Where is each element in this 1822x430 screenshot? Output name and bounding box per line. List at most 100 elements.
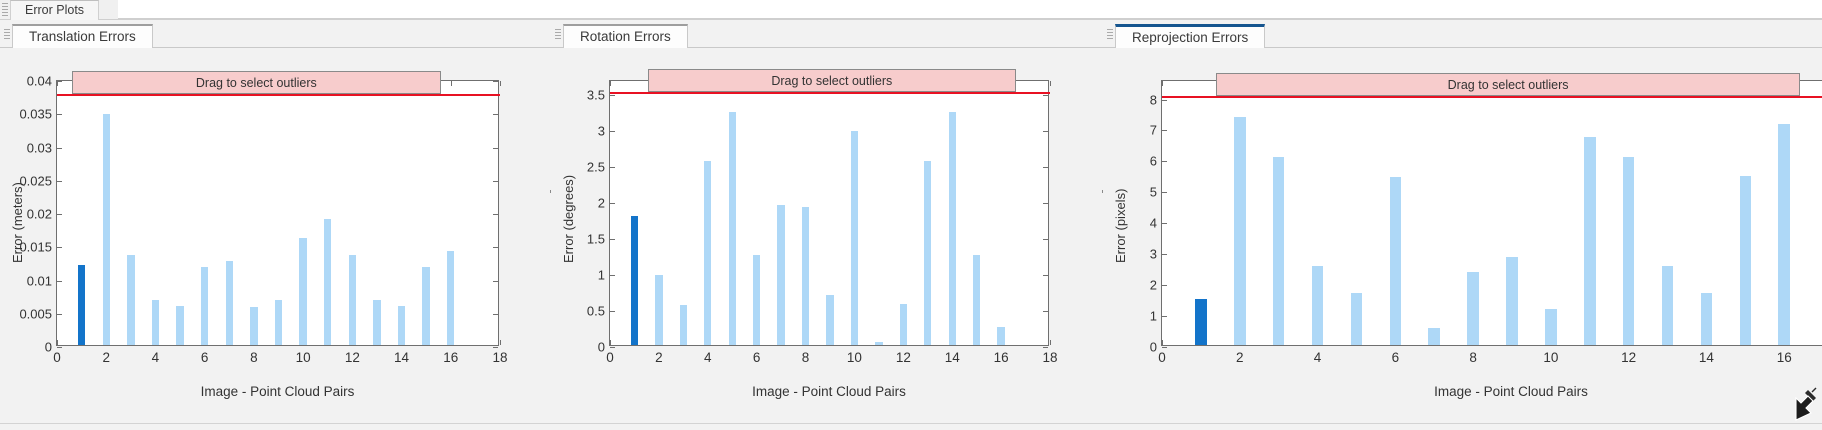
tab-reprojection-errors[interactable]: Reprojection Errors <box>1115 24 1266 48</box>
outlier-threshold-slider[interactable]: Drag to select outliers <box>1216 72 1800 96</box>
x-axis-tick-label: 16 <box>993 350 1009 365</box>
bar[interactable] <box>225 260 233 345</box>
bar[interactable] <box>127 254 135 345</box>
outlier-slider-label: Drag to select outliers <box>771 73 893 88</box>
outlier-threshold-slider[interactable]: Drag to select outliers <box>71 70 441 94</box>
bar[interactable] <box>1389 176 1402 345</box>
bar[interactable] <box>1622 156 1635 345</box>
y-axis-tick-mark <box>1162 192 1167 194</box>
pane2-drag-grip-icon[interactable] <box>555 29 561 41</box>
y-axis-tick-mark <box>610 203 615 205</box>
bar[interactable] <box>1233 116 1246 345</box>
bar[interactable] <box>1506 256 1518 345</box>
bar[interactable] <box>826 294 834 345</box>
bar[interactable] <box>655 274 663 345</box>
x-axis-tick-label: 0 <box>53 350 61 365</box>
tab-error-plots[interactable]: Error Plots <box>10 0 100 20</box>
bar[interactable] <box>899 304 907 345</box>
y-axis-tick-mark <box>1162 99 1167 101</box>
bar[interactable] <box>422 267 430 345</box>
bar[interactable] <box>1272 156 1285 345</box>
bar[interactable] <box>77 264 86 345</box>
x-axis-tick-mark <box>610 340 611 345</box>
pane3-tabbar: Reprojection Errors <box>1103 20 1822 48</box>
threshold-line[interactable] <box>57 93 500 96</box>
tab-translation-errors[interactable]: Translation Errors <box>12 24 153 48</box>
y-axis-tick-mark <box>1043 239 1048 241</box>
bar[interactable] <box>997 327 1005 345</box>
y-axis-tick-mark <box>57 180 62 182</box>
bar[interactable] <box>875 342 883 345</box>
y-axis-tick-label: 0.01 <box>26 273 52 288</box>
y-axis-tick-mark <box>493 81 498 82</box>
y-axis-tick-label: 7 <box>1149 122 1157 138</box>
bar[interactable] <box>447 251 455 345</box>
y-axis-tick-mark <box>610 275 615 277</box>
pane2-tabbar: Rotation Errors <box>551 20 1103 48</box>
bar[interactable] <box>274 299 283 345</box>
outer-tabbar-filler <box>118 0 1822 19</box>
tab-rotation-errors[interactable]: Rotation Errors <box>563 24 688 48</box>
bar[interactable] <box>1583 136 1596 345</box>
x-axis-tick-mark <box>450 81 452 86</box>
axes-area: 0 0.5 1 1.5 2 2.5 3 3.5 0 2 4 6 8 10 12 14 16 18 Drag to s… <box>587 68 1058 365</box>
bar[interactable] <box>630 216 639 345</box>
bar[interactable] <box>176 306 184 345</box>
y-axis-tick-mark <box>493 214 498 215</box>
y-axis-tick-mark <box>493 280 498 282</box>
bar[interactable] <box>1778 123 1791 345</box>
y-axis-tick-mark <box>493 347 498 348</box>
y-axis-tick-mark <box>57 114 62 116</box>
bar[interactable] <box>102 114 110 345</box>
bar[interactable] <box>777 204 785 345</box>
bar[interactable] <box>1739 176 1752 345</box>
x-axis-tick-label: 4 <box>1313 350 1322 365</box>
threshold-line[interactable] <box>610 91 1050 94</box>
bar[interactable] <box>324 219 332 345</box>
bar[interactable] <box>924 160 932 345</box>
x-axis-tick-label: 6 <box>200 350 209 365</box>
bar[interactable] <box>850 131 859 345</box>
bar[interactable] <box>679 304 687 345</box>
bar[interactable] <box>1700 292 1713 345</box>
bar[interactable] <box>801 206 810 345</box>
bar[interactable] <box>250 307 258 345</box>
bar[interactable] <box>753 255 761 345</box>
pane3-drag-grip-icon[interactable] <box>1107 29 1113 41</box>
y-axis-tick-label: 0.02 <box>26 206 52 222</box>
bar[interactable] <box>397 306 406 345</box>
x-axis-tick-label: 16 <box>1776 350 1792 365</box>
pane1-drag-grip-icon[interactable] <box>4 29 10 41</box>
x-axis-tick-mark <box>1050 340 1051 345</box>
outlier-threshold-slider[interactable]: Drag to select outliers <box>647 68 1016 92</box>
drag-grip-icon[interactable] <box>2 3 8 17</box>
threshold-line[interactable] <box>1162 95 1822 98</box>
bar[interactable] <box>973 255 981 345</box>
bar[interactable] <box>200 267 209 345</box>
x-axis-tick-label: 2 <box>1236 350 1244 365</box>
y-axis-tick-mark <box>1043 131 1048 133</box>
bar[interactable] <box>1428 328 1441 345</box>
y-axis-tick-label: 0.005 <box>19 306 52 322</box>
bar[interactable] <box>348 254 357 345</box>
x-axis-tick-mark <box>500 81 501 86</box>
y-axis-tick-label: 0.025 <box>19 173 52 189</box>
bar[interactable] <box>1661 266 1674 345</box>
bar[interactable] <box>299 237 307 345</box>
bar[interactable] <box>151 300 160 345</box>
bar[interactable] <box>373 300 381 345</box>
y-axis-tick-mark <box>1043 95 1048 97</box>
bar[interactable] <box>704 160 712 345</box>
bar[interactable] <box>1311 265 1324 345</box>
y-axis-tick-label: 0 <box>1149 339 1157 355</box>
x-axis-tick-label: 16 <box>443 350 459 365</box>
y-axis-tick-label: 2.5 <box>586 159 605 175</box>
bar[interactable] <box>1350 292 1363 345</box>
bar[interactable] <box>948 112 956 345</box>
bar[interactable] <box>1467 272 1479 345</box>
bar[interactable] <box>728 112 736 345</box>
y-axis-tick-mark <box>1162 316 1167 318</box>
y-axis-tick-mark <box>57 247 62 249</box>
bar[interactable] <box>1545 308 1557 345</box>
bar[interactable] <box>1195 298 1207 345</box>
